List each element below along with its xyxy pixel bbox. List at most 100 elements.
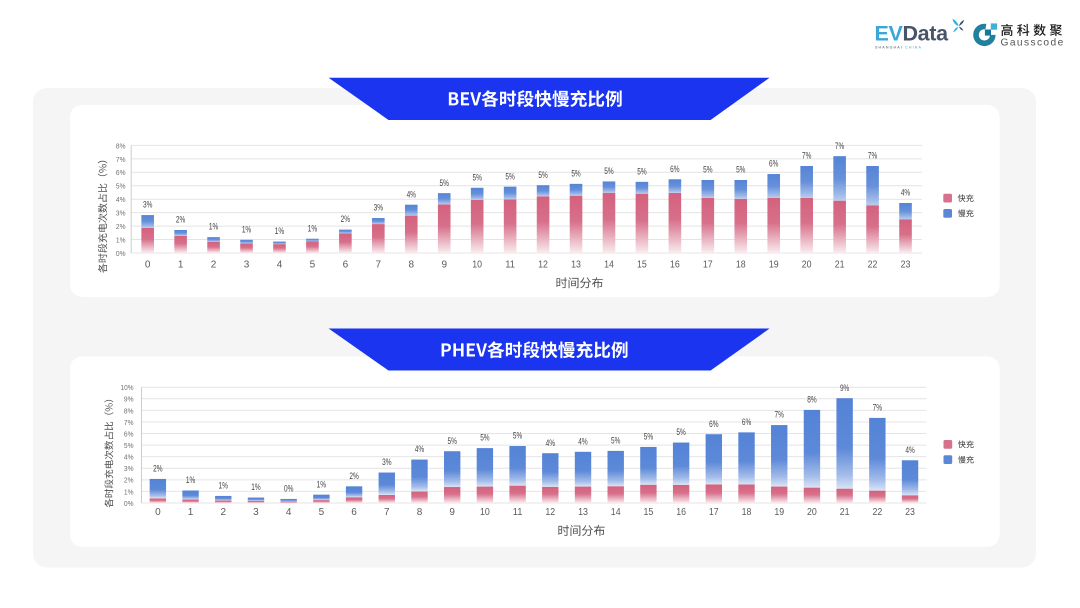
- svg-text:14: 14: [611, 507, 621, 518]
- svg-text:3%: 3%: [143, 200, 152, 210]
- svg-text:3%: 3%: [374, 203, 383, 213]
- svg-text:5: 5: [310, 260, 316, 271]
- svg-text:Gausscode: Gausscode: [1001, 38, 1065, 49]
- svg-text:14: 14: [604, 260, 614, 271]
- svg-text:5%: 5%: [124, 441, 134, 450]
- svg-text:9%: 9%: [840, 383, 849, 393]
- svg-text:18: 18: [742, 507, 752, 518]
- svg-text:23: 23: [901, 260, 911, 271]
- svg-text:4%: 4%: [905, 445, 914, 455]
- svg-text:2: 2: [220, 507, 226, 518]
- svg-text:4%: 4%: [407, 189, 416, 199]
- svg-text:10: 10: [472, 260, 482, 271]
- svg-text:3%: 3%: [382, 457, 391, 467]
- svg-text:1%: 1%: [116, 235, 126, 244]
- svg-text:19: 19: [769, 260, 779, 271]
- svg-text:17: 17: [703, 260, 713, 271]
- svg-text:1%: 1%: [124, 487, 134, 496]
- svg-text:1%: 1%: [308, 223, 317, 233]
- svg-text:7%: 7%: [868, 151, 877, 161]
- svg-text:15: 15: [637, 260, 647, 271]
- svg-text:4: 4: [277, 260, 283, 271]
- svg-text:7: 7: [376, 260, 382, 271]
- svg-text:0%: 0%: [116, 249, 126, 258]
- svg-text:2%: 2%: [341, 214, 350, 224]
- svg-text:8: 8: [417, 507, 423, 518]
- svg-text:5%: 5%: [513, 431, 522, 441]
- svg-text:3%: 3%: [124, 464, 134, 473]
- svg-text:1%: 1%: [251, 482, 260, 492]
- svg-text:12: 12: [538, 260, 548, 271]
- svg-text:6%: 6%: [670, 164, 679, 174]
- svg-text:7%: 7%: [124, 418, 134, 427]
- svg-text:8: 8: [408, 260, 414, 271]
- svg-text:2%: 2%: [116, 222, 126, 231]
- svg-text:23: 23: [905, 507, 915, 518]
- svg-text:1: 1: [178, 260, 184, 271]
- svg-text:0%: 0%: [124, 499, 134, 508]
- svg-text:20: 20: [802, 260, 812, 271]
- svg-text:1%: 1%: [209, 222, 218, 232]
- svg-text:7%: 7%: [116, 155, 126, 164]
- svg-text:5%: 5%: [604, 166, 613, 176]
- svg-text:6%: 6%: [709, 419, 718, 429]
- svg-text:5%: 5%: [736, 165, 745, 175]
- svg-text:13: 13: [571, 260, 581, 271]
- svg-text:4%: 4%: [546, 438, 555, 448]
- svg-text:18: 18: [736, 260, 746, 271]
- svg-text:2%: 2%: [349, 471, 358, 481]
- svg-text:2%: 2%: [176, 215, 185, 225]
- svg-text:5%: 5%: [676, 427, 685, 437]
- svg-text:3%: 3%: [116, 209, 126, 218]
- svg-text:3: 3: [253, 507, 259, 518]
- svg-text:10%: 10%: [121, 383, 134, 392]
- svg-text:1%: 1%: [219, 481, 228, 491]
- svg-text:11: 11: [513, 507, 523, 518]
- svg-text:6: 6: [343, 260, 349, 271]
- svg-text:5%: 5%: [611, 435, 620, 445]
- svg-text:6%: 6%: [124, 429, 134, 438]
- svg-text:21: 21: [835, 260, 845, 271]
- svg-text:4%: 4%: [901, 188, 910, 198]
- svg-text:4%: 4%: [578, 436, 587, 446]
- svg-text:9: 9: [449, 507, 455, 518]
- svg-text:16: 16: [670, 260, 680, 271]
- svg-text:EVData: EVData: [875, 22, 950, 46]
- svg-text:1%: 1%: [186, 475, 195, 485]
- svg-text:2%: 2%: [153, 464, 162, 474]
- svg-text:21: 21: [840, 507, 850, 518]
- svg-text:5%: 5%: [505, 171, 514, 181]
- svg-text:8%: 8%: [124, 406, 134, 415]
- svg-text:1%: 1%: [317, 479, 326, 489]
- svg-text:2%: 2%: [124, 476, 134, 485]
- svg-text:15: 15: [644, 507, 654, 518]
- svg-text:7%: 7%: [835, 141, 844, 151]
- svg-text:13: 13: [578, 507, 588, 518]
- svg-text:5%: 5%: [116, 182, 126, 191]
- svg-text:8%: 8%: [807, 395, 816, 405]
- svg-text:17: 17: [709, 507, 719, 518]
- svg-text:SHANGHAI CHINA: SHANGHAI CHINA: [875, 46, 922, 50]
- svg-text:19: 19: [774, 507, 784, 518]
- svg-text:16: 16: [676, 507, 686, 518]
- svg-text:9%: 9%: [124, 395, 134, 404]
- svg-text:4%: 4%: [415, 444, 424, 454]
- svg-text:4: 4: [286, 507, 292, 518]
- svg-text:4%: 4%: [116, 195, 126, 204]
- svg-text:7: 7: [384, 507, 390, 518]
- svg-text:5: 5: [319, 507, 325, 518]
- svg-text:6%: 6%: [742, 417, 751, 427]
- svg-text:7%: 7%: [873, 402, 882, 412]
- svg-text:5%: 5%: [571, 168, 580, 178]
- svg-text:0: 0: [155, 507, 161, 518]
- svg-text:10: 10: [480, 507, 490, 518]
- svg-text:5%: 5%: [440, 178, 449, 188]
- svg-text:6%: 6%: [116, 168, 126, 177]
- svg-text:11: 11: [505, 260, 515, 271]
- svg-text:20: 20: [807, 507, 817, 518]
- svg-text:5%: 5%: [472, 172, 481, 182]
- svg-text:5%: 5%: [637, 166, 646, 176]
- svg-text:0%: 0%: [284, 484, 293, 494]
- svg-text:1%: 1%: [242, 224, 251, 234]
- svg-text:7%: 7%: [775, 410, 784, 420]
